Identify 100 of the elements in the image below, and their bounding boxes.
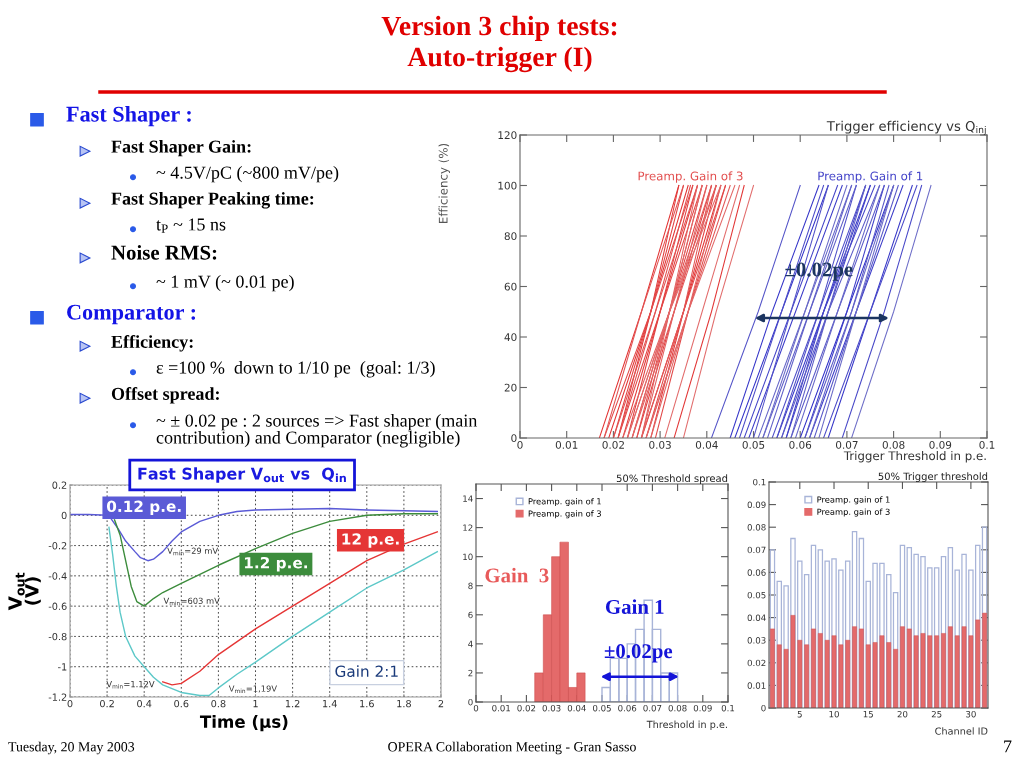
text: Version 3 chip tests: Auto-trigger (I) <box>381 15 617 73</box>
x-tick-label: 0.05 <box>592 704 611 712</box>
text: 7 <box>1004 740 1012 753</box>
x-tick-label: 5 <box>797 711 802 718</box>
annotation: V$_{min}$=603 mV <box>163 597 220 606</box>
annotation: V$_{min}$=1,19V <box>228 685 277 693</box>
y-tick-label: 0.01 <box>747 682 766 689</box>
x-tick-label: 0.03 <box>649 440 671 449</box>
text: ε =100 % down to 1/10 pe (goal: 1/3) <box>156 361 435 378</box>
x-tick-label: 1.6 <box>360 699 374 708</box>
y-tick-label: 14 <box>463 495 473 502</box>
y-axis-title: V$_{out}$ (V) <box>8 572 41 611</box>
y-tick-label: 0.03 <box>747 637 766 644</box>
text: Noise RMS: <box>111 245 217 260</box>
y-tick-label: -0.6 <box>48 602 67 610</box>
chart-title: 50% Threshold spread <box>616 474 728 484</box>
y-tick-label: 10 <box>463 553 473 561</box>
y-tick-label: 4 <box>468 640 473 648</box>
y-tick-label: 0.02 <box>747 659 766 667</box>
x-tick-label: 2 <box>438 699 444 708</box>
x-tick-label: 15 <box>863 711 873 718</box>
y-tick-label: 0 <box>61 511 67 520</box>
y-tick-label: 2 <box>468 669 473 677</box>
y-tick-label: 0.06 <box>747 569 766 576</box>
text: Fast Shaper : <box>66 106 191 127</box>
x-tick-label: 0.06 <box>789 440 812 449</box>
annotation: Gain 2:1 <box>335 665 398 678</box>
x-tick-label: 25 <box>931 710 942 718</box>
legend-label: Preamp. gain of 3 <box>528 510 601 519</box>
x-tick-label: 0.01 <box>555 440 578 449</box>
text: Fast Shaper Gain: <box>111 140 251 157</box>
series-label: Preamp. Gain of 3 <box>638 171 743 183</box>
text: Tuesday, 20 May 2003 <box>8 741 135 755</box>
x-tick-label: 0.8 <box>211 699 226 708</box>
x-tick-label: 0.2 <box>100 699 114 708</box>
x-tick-label: 1.4 <box>323 700 337 708</box>
x-tick-label: 0.08 <box>882 440 905 449</box>
y-tick-label: 120 <box>498 131 517 140</box>
y-tick-label: 40 <box>504 333 517 342</box>
annotation: V$_{min}$=29 mV <box>167 547 219 556</box>
text: OPERA Collaboration Meeting - Gran Sasso <box>388 741 636 755</box>
y-tick-label: 0.07 <box>747 546 766 554</box>
x-axis-title: Time (μs) <box>199 715 288 732</box>
annotation: Gain 3 <box>485 567 549 583</box>
x-tick-label: 10 <box>829 710 839 718</box>
x-tick-label: 0.02 <box>517 704 536 712</box>
x-tick-label: 0.04 <box>695 440 718 449</box>
y-tick-label: 8 <box>468 582 473 590</box>
y-tick-label: 12 <box>463 524 473 531</box>
x-tick-label: 0 <box>67 699 73 708</box>
annotation: V$_{min}$=1.12V <box>106 680 155 689</box>
chart-title: Trigger efficiency vs Q$_{inj}$ <box>826 120 986 135</box>
x-tick-label: 0 <box>517 440 523 449</box>
legend-label: Preamp. gain of 1 <box>528 498 601 507</box>
chart-title: 50% Trigger threshold <box>878 472 988 482</box>
y-tick-label: 0.05 <box>747 591 766 599</box>
series-label: 1.2 p.e. <box>244 556 307 572</box>
x-axis-title: Threshold in p.e. <box>646 720 727 730</box>
text: ~ 1 mV (~ 0.01 pe) <box>156 275 294 292</box>
x-tick-label: 0.04 <box>567 704 586 712</box>
x-tick-label: 1.8 <box>397 699 411 708</box>
x-tick-label: 0.09 <box>693 704 712 712</box>
x-tick-label: 0.07 <box>643 704 662 712</box>
text: Comparator : <box>67 304 196 325</box>
y-tick-label: 6 <box>468 611 473 619</box>
y-tick-label: 0.1 <box>753 478 766 486</box>
x-axis-title: Channel ID <box>935 727 988 735</box>
series-label: Preamp. Gain of 1 <box>818 171 923 183</box>
y-tick-label: -0.8 <box>48 632 67 641</box>
text: ~ ± 0.02 pe : 2 sources => Fast shaper (main contribution) and Comparator (negligible) <box>156 414 478 448</box>
y-tick-label: 20 <box>504 383 517 392</box>
annotation: ±0.02pe <box>604 644 673 663</box>
text: Fast Shaper Peaking time: <box>111 192 314 209</box>
text: Offset spread: <box>111 387 219 404</box>
y-tick-label: -1 <box>58 663 67 671</box>
y-tick-label: 80 <box>504 232 517 241</box>
y-tick-label: 100 <box>498 181 517 190</box>
legend-label: Preamp. gain of 1 <box>817 496 890 505</box>
y-tick-label: 0.2 <box>52 481 67 489</box>
x-tick-label: 0.07 <box>835 440 858 449</box>
y-tick-label: -0.2 <box>48 542 67 550</box>
legend-label: Preamp. gain of 3 <box>817 508 890 517</box>
text: ~ 4.5V/pC (~800 mV/pe) <box>156 166 339 183</box>
x-tick-label: 0.1 <box>979 440 995 449</box>
y-tick-label: 0.09 <box>747 501 766 508</box>
y-tick-label: 0.08 <box>747 524 766 531</box>
y-tick-label: 60 <box>504 282 517 291</box>
x-tick-label: 0.06 <box>618 704 637 712</box>
chart-title: Fast Shaper V$_{out}$ vs Q$_{in}$ <box>138 467 346 483</box>
series-label: 12 p.e. <box>342 533 399 548</box>
y-axis-title: Efficiency (%) <box>438 143 450 223</box>
annotation: Gain 1 <box>605 599 664 614</box>
x-tick-label: 0.02 <box>602 440 624 449</box>
x-tick-label: 0.6 <box>174 699 189 708</box>
x-tick-label: 20 <box>897 710 908 718</box>
y-tick-label: -1.2 <box>48 693 67 701</box>
x-tick-label: 0.4 <box>137 699 152 708</box>
x-tick-label: 0.1 <box>721 704 735 712</box>
y-tick-label: -0.4 <box>48 572 67 580</box>
x-tick-label: 1 <box>253 700 258 708</box>
